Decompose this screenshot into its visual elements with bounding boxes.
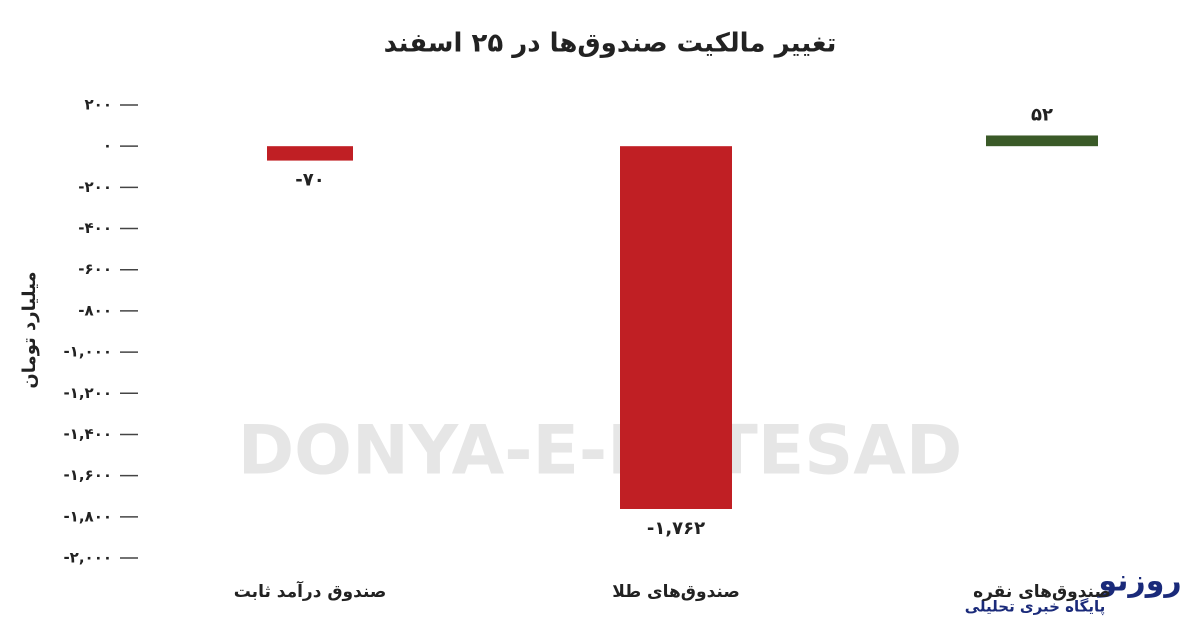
y-tick-label: -۲,۰۰۰ [63,549,112,567]
watermark: DONYA-E-EQTESAD [238,412,963,491]
value-label: ۵۲ [1031,104,1053,125]
x-tick-label: صندوق‌های نقره [973,582,1111,602]
y-axis-label: میلیارد تومان [19,271,40,388]
y-tick-label: -۲۰۰ [78,178,112,196]
bar [986,135,1098,147]
y-tick-label: -۱,۶۰۰ [63,466,112,484]
y-tick-label: ۲۰۰ [85,96,112,114]
logo-subtitle: پایگاه خبری تحلیلی [965,598,1106,617]
y-tick-label: ۰ [103,137,112,155]
y-tick-label: -۱,۴۰۰ [63,425,112,443]
y-tick-label: -۱,۲۰۰ [63,384,112,402]
y-tick-label: -۸۰۰ [78,301,112,319]
bar [620,146,732,509]
x-tick-label: صندوق‌های طلا [612,582,740,602]
y-tick-label: -۱,۸۰۰ [63,507,112,525]
chart-title: تغییر مالکیت صندوق‌ها در ۲۵ اسفند [384,29,837,59]
value-label: -۷۰ [295,170,324,191]
value-label: -۱,۷۶۲ [647,518,705,539]
bar [267,146,353,161]
x-tick-label: صندوق درآمد ثابت [234,580,387,602]
y-tick-label: -۱,۰۰۰ [63,343,112,361]
logo: روزنو [1096,564,1181,599]
y-tick-label: -۴۰۰ [78,219,112,237]
y-tick-label: -۶۰۰ [78,260,112,278]
